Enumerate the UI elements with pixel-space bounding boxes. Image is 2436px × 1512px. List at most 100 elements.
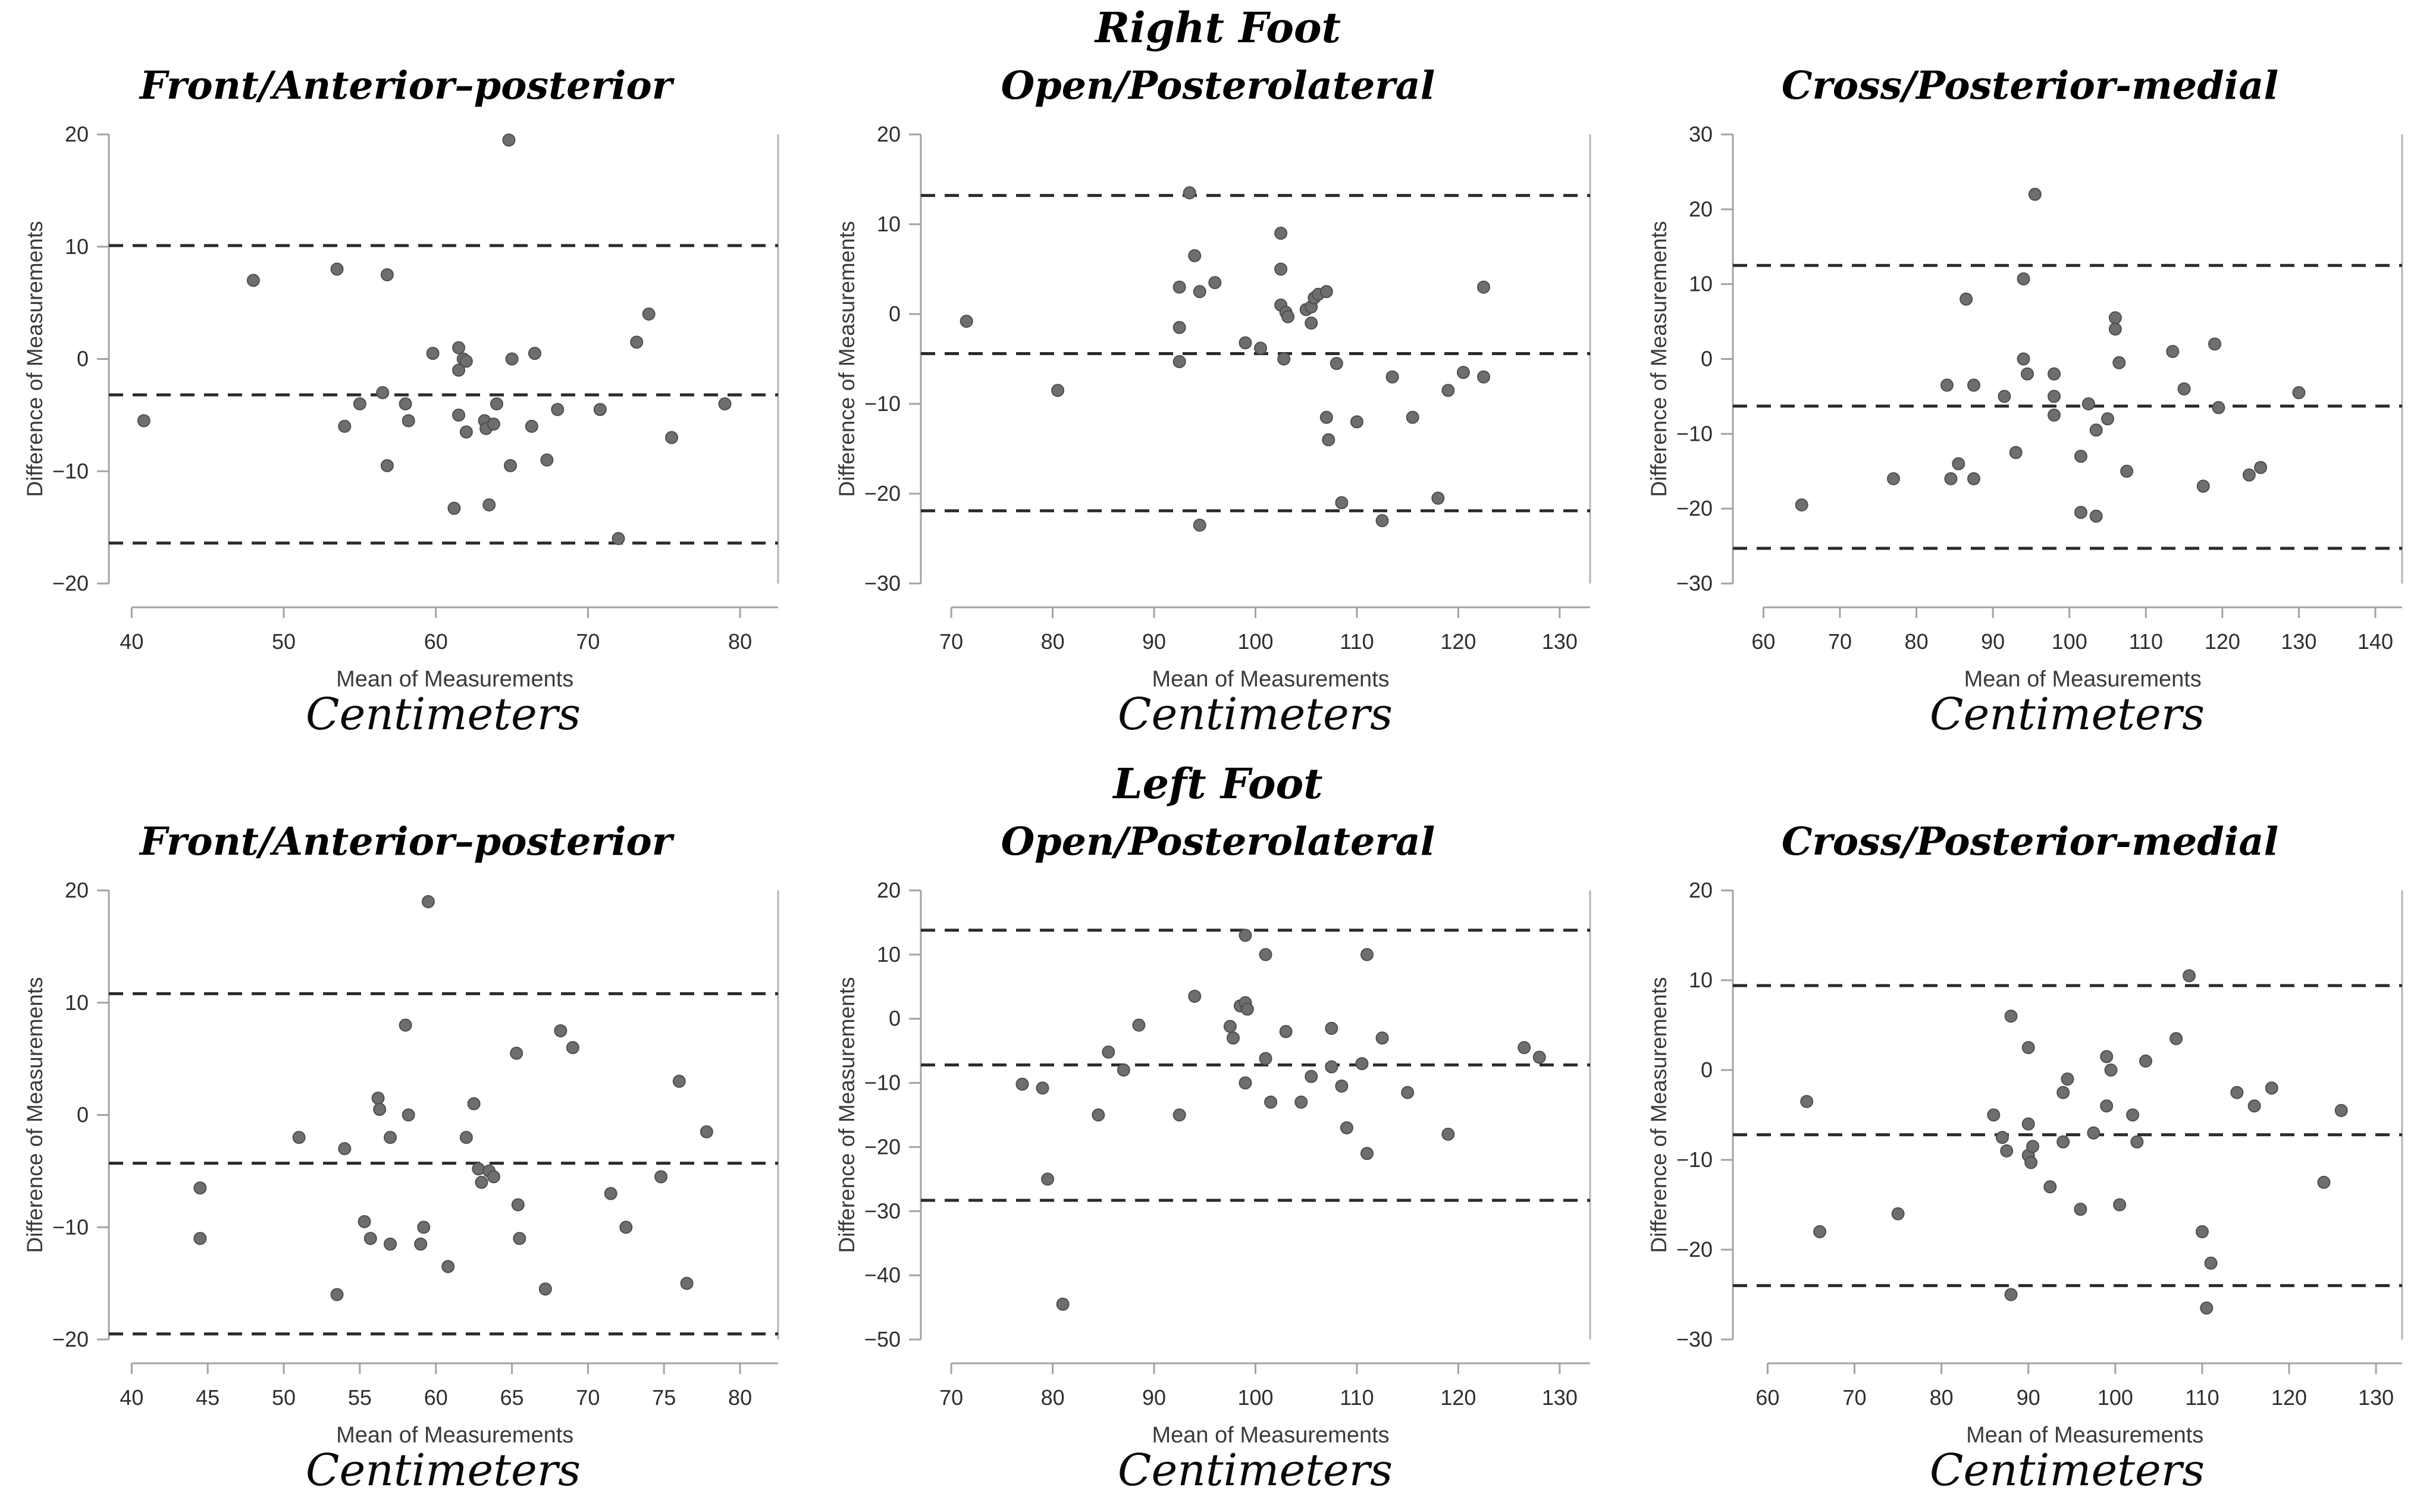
data-point xyxy=(2099,1099,2113,1113)
x-axis-title: Mean of Measurements xyxy=(1152,667,1389,688)
chart-caption: Centimeters xyxy=(305,689,581,740)
y-tick-label: 10 xyxy=(64,990,88,1015)
data-point xyxy=(1238,928,1252,942)
data-point xyxy=(664,431,678,444)
data-point xyxy=(490,397,503,410)
data-point xyxy=(2004,1288,2018,1301)
data-point xyxy=(2291,386,2305,400)
data-point xyxy=(1040,1172,1054,1186)
data-point xyxy=(1294,1095,1308,1109)
data-point xyxy=(1431,491,1444,505)
data-point xyxy=(1330,357,1343,371)
data-point xyxy=(2177,382,2191,396)
data-point xyxy=(2047,367,2061,381)
chart-cell: Open/Posterolateral −50 −40 −30 −20 −10 0 10 20 D… xyxy=(812,811,1624,1496)
chart-cell: Open/Posterolateral −30 −20 −10 0 10 20 Differe… xyxy=(812,55,1624,740)
data-point xyxy=(2028,187,2042,201)
x-tick-label: 60 xyxy=(424,1385,447,1410)
y-tick-label: 20 xyxy=(876,878,900,902)
data-point xyxy=(1517,1041,1531,1055)
data-point xyxy=(593,403,607,416)
bland-altman-plot: −50 −40 −30 −20 −10 0 10 20 Difference of Measur… xyxy=(835,878,1591,1444)
y-tick-label: −20 xyxy=(52,571,88,595)
data-point xyxy=(2017,352,2030,366)
x-axis-title: Mean of Measurements xyxy=(1964,667,2201,688)
y-tick-label: 10 xyxy=(64,234,88,259)
y-axis: −20 −10 0 10 20 Difference of Measurements xyxy=(23,122,109,595)
data-point xyxy=(553,1024,567,1037)
y-tick-label: −30 xyxy=(864,571,900,595)
data-point xyxy=(193,1232,206,1246)
data-point xyxy=(1274,262,1287,276)
x-tick-label: 140 xyxy=(2357,629,2393,654)
data-point xyxy=(2120,465,2133,478)
data-point xyxy=(2230,1086,2243,1099)
y-axis: −30 −20 −10 0 10 20 30 Difference of Measuremen… xyxy=(1647,122,1733,595)
x-tick-label: 60 xyxy=(1755,1385,1779,1410)
y-tick-label: 10 xyxy=(1688,968,1712,992)
y-tick-label: −10 xyxy=(1676,421,1712,446)
data-point xyxy=(1951,457,1965,470)
y-tick-label: 0 xyxy=(76,1103,88,1127)
data-point xyxy=(2199,1301,2213,1315)
data-point xyxy=(2242,468,2256,482)
x-tick-label: 50 xyxy=(272,629,296,654)
data-point xyxy=(1319,285,1333,299)
y-tick-label: 10 xyxy=(1688,272,1712,296)
data-point xyxy=(2108,311,2122,325)
data-point xyxy=(487,1170,500,1184)
data-point xyxy=(2196,479,2210,493)
data-point xyxy=(380,459,394,472)
data-point xyxy=(2100,412,2114,426)
data-point xyxy=(2139,1054,2152,1068)
x-axis: 60 70 80 90 100 110 120 130 Mean of Measurements xyxy=(1755,1362,2402,1444)
chart-title: Open/Posterolateral xyxy=(1001,819,1435,864)
x-tick-label: 110 xyxy=(1340,1385,1374,1410)
y-tick-label: −50 xyxy=(864,1327,900,1351)
chart-cell: Front/Anterior–posterior −20 −10 0 10 20 Diffe… xyxy=(0,811,812,1496)
data-point xyxy=(2021,1041,2035,1055)
data-point xyxy=(512,1232,526,1246)
y-tick-label: 10 xyxy=(876,942,900,967)
x-tick-label: 70 xyxy=(1842,1385,1866,1410)
y-tick-label: 0 xyxy=(1700,347,1712,371)
data-point xyxy=(383,1131,397,1144)
data-point xyxy=(1279,1025,1293,1039)
chart-caption: Centimeters xyxy=(305,1445,581,1496)
y-tick-label: 20 xyxy=(64,878,88,902)
y-tick-label: −20 xyxy=(1676,1237,1712,1262)
data-point xyxy=(2047,408,2061,422)
data-point xyxy=(1101,1045,1115,1059)
data-point xyxy=(1319,410,1333,424)
x-axis: 70 80 90 100 110 120 130 Mean of Measurements xyxy=(939,606,1590,688)
data-point xyxy=(1456,366,1470,379)
x-tick-label: 90 xyxy=(1142,629,1166,654)
y-tick-label: −10 xyxy=(52,1215,88,1239)
y-tick-label: −20 xyxy=(864,481,900,506)
bland-altman-plot: −30 −20 −10 0 10 20 Difference of Measurements… xyxy=(1647,878,2403,1444)
x-tick-label: 80 xyxy=(728,629,752,654)
data-point xyxy=(2195,1225,2209,1238)
x-tick-label: 130 xyxy=(2358,1385,2394,1410)
y-tick-label: 20 xyxy=(1688,878,1712,902)
y-axis: −20 −10 0 10 20 Difference of Measurements xyxy=(23,878,109,1351)
x-tick-label: 100 xyxy=(2097,1385,2133,1410)
data-point xyxy=(1967,378,1980,392)
data-point xyxy=(482,498,496,512)
y-axis: −30 −20 −10 0 10 20 Difference of Measurements xyxy=(835,122,921,595)
data-point xyxy=(1340,1121,1353,1135)
data-point xyxy=(452,363,465,377)
data-point xyxy=(2211,401,2225,415)
data-point xyxy=(2208,337,2221,351)
data-point xyxy=(1259,1052,1272,1065)
data-point xyxy=(1967,472,1980,485)
data-point xyxy=(1193,285,1206,299)
x-tick-label: 70 xyxy=(939,629,963,654)
data-point xyxy=(1238,1076,1252,1090)
y-tick-label: −10 xyxy=(864,1071,900,1095)
data-point xyxy=(1240,1002,1254,1016)
data-point xyxy=(1304,316,1318,330)
data-point xyxy=(402,414,415,428)
data-point xyxy=(353,397,366,410)
data-point xyxy=(1091,1108,1105,1122)
